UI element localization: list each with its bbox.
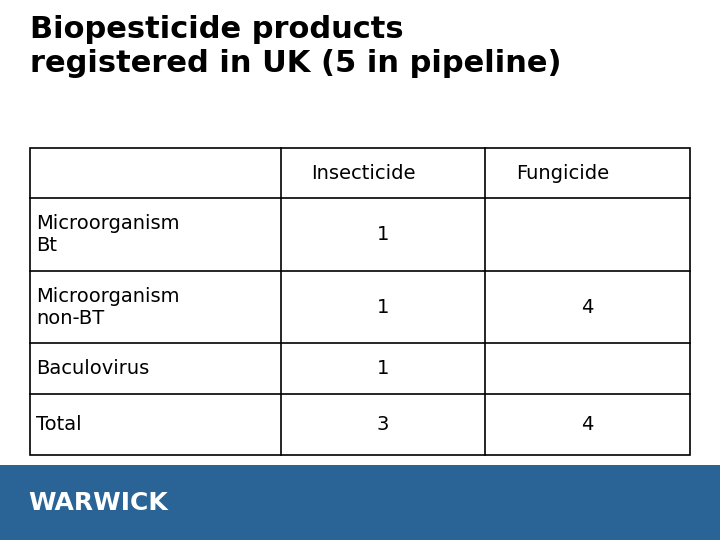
Text: Total: Total <box>36 415 81 434</box>
Text: Microorganism
Bt: Microorganism Bt <box>36 214 179 255</box>
Text: Fungicide: Fungicide <box>516 164 609 183</box>
Text: Microorganism
non-BT: Microorganism non-BT <box>36 287 179 328</box>
Text: WARWICK: WARWICK <box>28 490 168 515</box>
Text: 1: 1 <box>377 225 390 244</box>
Text: 1: 1 <box>377 359 390 378</box>
Text: Insecticide: Insecticide <box>312 164 416 183</box>
Text: 1: 1 <box>377 298 390 316</box>
Text: 3: 3 <box>377 415 390 434</box>
Text: 4: 4 <box>582 415 594 434</box>
Text: Biopesticide products
registered in UK (5 in pipeline): Biopesticide products registered in UK (… <box>30 15 562 78</box>
Text: 4: 4 <box>582 298 594 316</box>
Bar <box>30 148 690 455</box>
Bar <box>0 465 720 540</box>
Text: Baculovirus: Baculovirus <box>36 359 149 378</box>
